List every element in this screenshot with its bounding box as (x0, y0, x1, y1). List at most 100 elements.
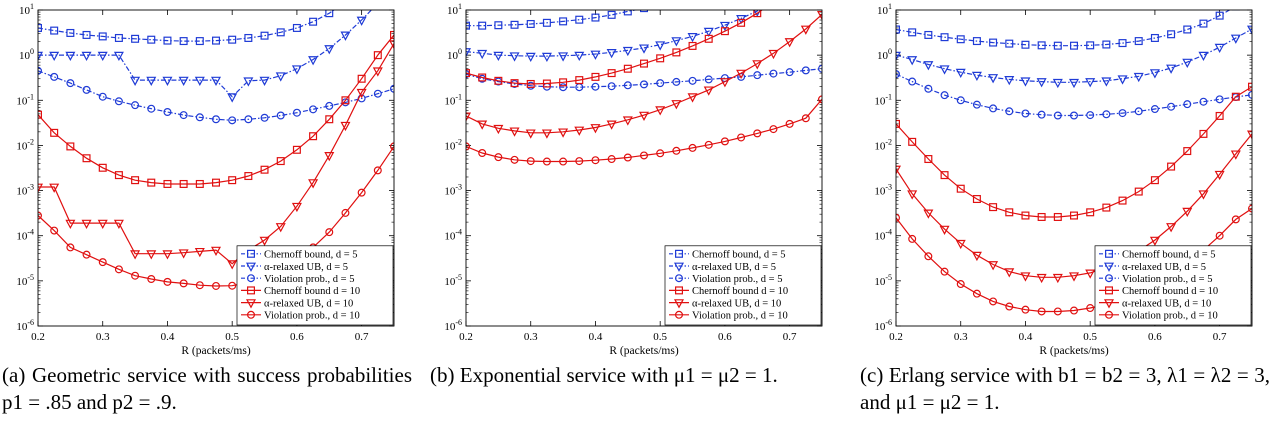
x-tick-label: 0.6 (290, 331, 304, 343)
data-point (957, 97, 964, 104)
data-point (689, 34, 697, 41)
y-tick-label: 10-2 (16, 137, 34, 152)
x-tick-label: 0.5 (225, 331, 239, 343)
y-tick-label: 10-3 (16, 183, 34, 198)
y-tick-label: 10-4 (444, 228, 462, 243)
data-point (1054, 80, 1062, 87)
y-tick-label: 10-1 (444, 92, 462, 107)
legend-label: α-relaxed UB, d = 5 (264, 262, 348, 273)
data-point (1021, 273, 1029, 280)
series-line (896, 29, 1252, 82)
legend-label: Chernoff bound, d = 5 (692, 250, 786, 261)
legend-label: Chernoff bound, d = 5 (264, 250, 358, 261)
data-point (66, 52, 74, 59)
data-point (559, 53, 567, 60)
x-tick-label: 0.4 (1019, 331, 1033, 343)
data-point (1151, 237, 1159, 244)
series-line (466, 0, 822, 84)
data-point (99, 52, 107, 59)
y-tick-label: 10-3 (874, 183, 892, 198)
data-point (1038, 274, 1046, 281)
y-tick-label: 10-5 (16, 273, 34, 288)
data-point (1021, 78, 1029, 85)
legend: Chernoff bound, d = 5α-relaxed UB, d = 5… (1095, 246, 1251, 325)
chart-panel: 10-6 10-5 10-4 10-3 10-2 10-1 100 101 0.2 0.3 0.4 0… (444, 0, 826, 357)
data-point (180, 77, 188, 84)
data-point (66, 220, 74, 227)
x-tick-label: 0.5 (1083, 331, 1097, 343)
data-point (1038, 79, 1046, 86)
series-line (38, 44, 394, 264)
data-point (261, 237, 269, 244)
x-tick-label: 0.5 (653, 331, 667, 343)
legend-label: Violation prob., d = 5 (1122, 274, 1212, 285)
data-point (51, 73, 58, 80)
legend-label: Violation prob., d = 10 (692, 311, 788, 322)
y-tick-label: 10-4 (16, 228, 34, 243)
data-point (99, 220, 107, 227)
series-group (462, 0, 826, 165)
data-point (310, 18, 317, 25)
data-point (559, 129, 567, 136)
data-point (196, 249, 204, 256)
data-point (261, 77, 269, 84)
y-tick-label: 100 (447, 47, 462, 62)
data-point (1200, 20, 1207, 27)
data-point (342, 0, 349, 5)
data-point (147, 77, 155, 84)
data-point (325, 46, 333, 53)
legend-label: α-relaxed UB, d = 5 (1122, 262, 1206, 273)
data-point (543, 130, 551, 137)
x-tick-label: 0.7 (355, 331, 369, 343)
data-point (641, 5, 648, 12)
data-point (1119, 76, 1127, 83)
data-point (957, 240, 965, 247)
y-tick-label: 101 (877, 2, 892, 17)
series-line (466, 69, 822, 88)
y-tick-label: 10-5 (444, 273, 462, 288)
data-point (374, 1, 382, 8)
data-point (527, 53, 535, 60)
data-point (294, 25, 301, 32)
data-point (608, 50, 616, 57)
data-point (1199, 52, 1207, 59)
legend-label: Violation prob., d = 10 (1122, 311, 1218, 322)
y-tick-label: 10-2 (874, 137, 892, 152)
data-point (941, 226, 949, 233)
data-point (575, 52, 583, 59)
chart-panel: 10-6 10-5 10-4 10-3 10-2 10-1 100 101 0.2 0.3 0.4 0… (16, 0, 398, 357)
data-point (341, 32, 349, 39)
data-point (50, 52, 58, 59)
data-point (131, 251, 139, 258)
data-point (131, 77, 139, 84)
y-tick-label: 10-1 (874, 92, 892, 107)
series-line (896, 87, 1252, 217)
data-point (478, 50, 486, 57)
data-point (494, 52, 502, 59)
data-point (309, 57, 317, 64)
data-point (769, 0, 777, 7)
legend-label: α-relaxed UB, d = 10 (264, 298, 353, 309)
series-line (466, 0, 822, 26)
data-point (83, 52, 91, 59)
legend-label: Chernoff bound d = 10 (1122, 286, 1218, 297)
panel-caption: (b) Exponential service with μ1 = μ2 = 1… (430, 362, 840, 389)
legend-label: Violation prob., d = 5 (692, 274, 782, 285)
x-axis-label: R (packets/ms) (181, 345, 250, 357)
data-point (543, 53, 551, 60)
data-point (1102, 78, 1110, 85)
data-point (1232, 35, 1240, 42)
data-point (908, 57, 916, 64)
data-point (802, 26, 810, 33)
data-point (957, 69, 965, 76)
data-point (99, 93, 106, 100)
data-point (277, 224, 285, 231)
legend-label: Chernoff bound d = 10 (692, 286, 788, 297)
data-point (1183, 59, 1191, 66)
series-line (896, 74, 1252, 115)
data-point (180, 250, 188, 257)
legend-label: α-relaxed UB, d = 5 (692, 262, 776, 273)
data-point (1232, 3, 1239, 10)
panel-caption: (a) Geometric service with success proba… (2, 362, 412, 416)
data-point (657, 0, 664, 7)
